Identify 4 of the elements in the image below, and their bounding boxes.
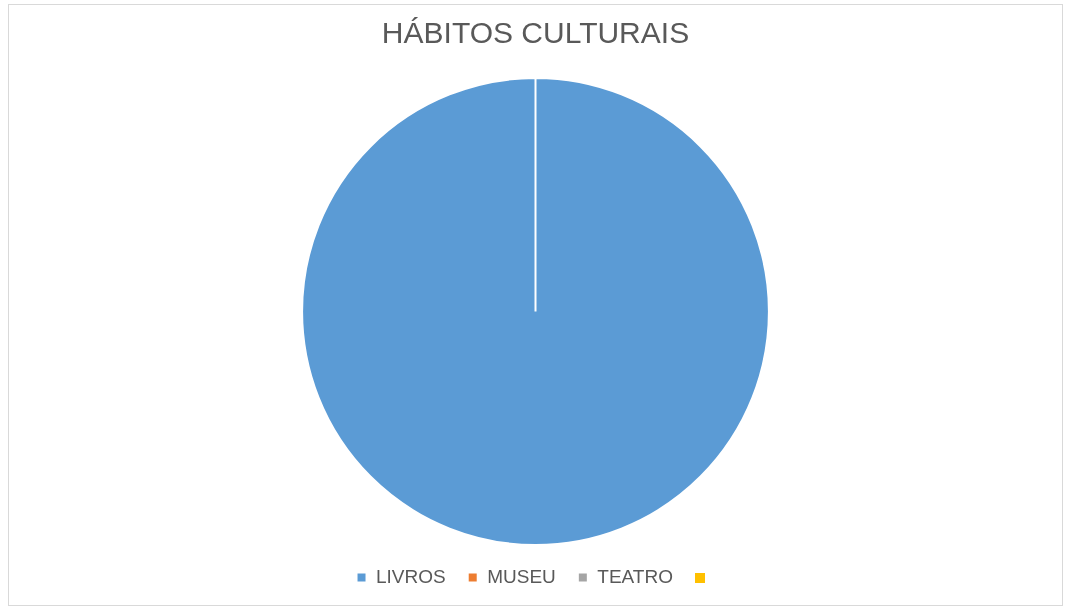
- legend-label: LIVROS: [376, 565, 446, 587]
- legend-label: MUSEU: [487, 565, 556, 587]
- chart-title: HÁBITOS CULTURAIS: [381, 16, 690, 50]
- legend-label: TEATRO: [597, 565, 673, 587]
